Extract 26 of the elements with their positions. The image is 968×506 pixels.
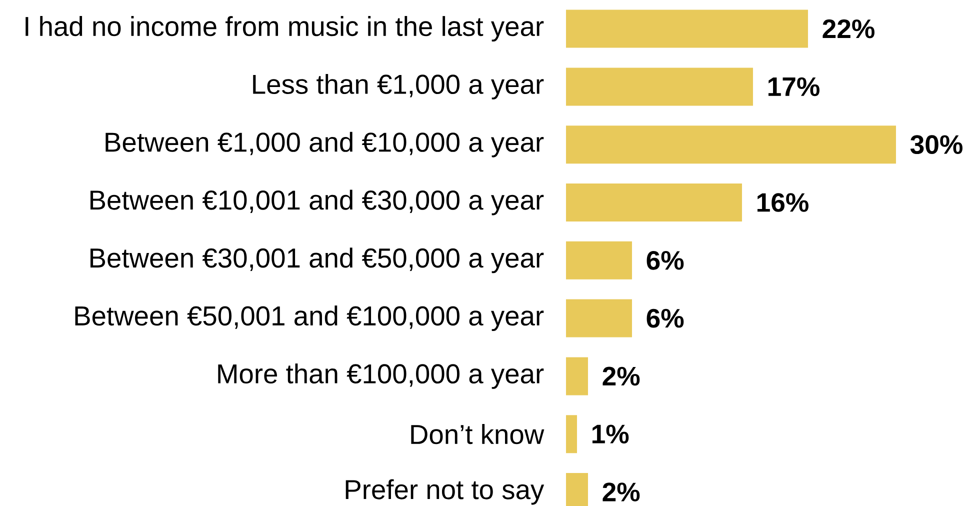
bar: [566, 126, 896, 164]
y-tick-label: Between €30,001 and €50,000 a year: [90, 248, 544, 274]
data-label: 17%: [768, 77, 820, 96]
bar: [566, 241, 632, 280]
y-tick-label: Less than €1,000 a year: [253, 74, 544, 100]
data-label: 30%: [910, 135, 962, 154]
y-tick-label: Between €1,000 and €10,000 a year: [106, 132, 544, 158]
bar: [566, 68, 753, 106]
data-label: 6%: [646, 250, 684, 270]
bar: [566, 299, 632, 338]
data-label: 1%: [592, 424, 629, 444]
y-tick-label: More than €100,000 a year: [218, 363, 544, 389]
bar: [566, 183, 742, 222]
y-tick-label: Prefer not to say: [346, 479, 544, 505]
data-label: 2%: [602, 366, 640, 386]
data-label: 22%: [822, 19, 874, 38]
bar: [566, 415, 577, 454]
y-tick-label: Don’t know: [411, 424, 544, 444]
data-label: 16%: [757, 193, 808, 212]
data-label: 6%: [646, 308, 684, 328]
data-label: 2%: [602, 482, 640, 502]
y-tick-label: Between €10,001 and €30,000 a year: [90, 190, 544, 216]
bar: [566, 10, 808, 48]
y-tick-label: I had no income from music in the last year: [26, 16, 544, 42]
bar: [566, 357, 588, 396]
y-tick-label: Between €50,001 and €100,000 a year: [75, 306, 544, 332]
